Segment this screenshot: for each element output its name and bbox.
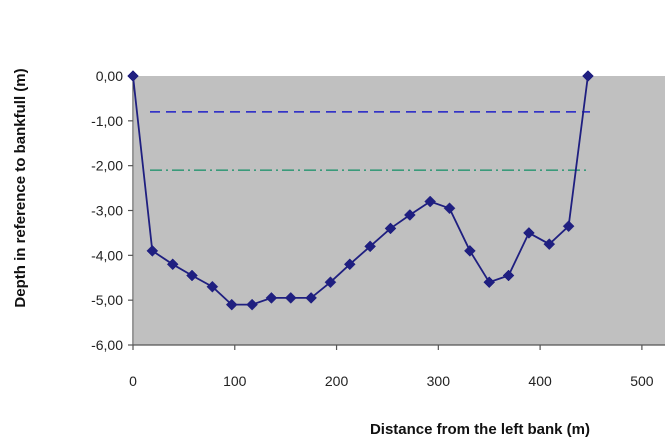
data-point xyxy=(225,298,238,311)
data-point xyxy=(543,238,556,250)
data-point xyxy=(384,222,397,235)
data-point xyxy=(127,70,139,82)
x-tick-label: 300 xyxy=(427,373,451,389)
data-point xyxy=(246,298,258,311)
data-point xyxy=(523,227,535,239)
data-point xyxy=(364,240,376,253)
x-tick-label: 400 xyxy=(528,373,552,389)
plot-area xyxy=(134,76,665,345)
data-point xyxy=(562,220,575,233)
data-point xyxy=(146,244,159,257)
data-point xyxy=(502,269,515,282)
reference-lines xyxy=(150,111,590,171)
data-point xyxy=(443,202,456,215)
y-axis-title: Depth in reference to bankfull (m) xyxy=(12,68,29,307)
y-tick-label: -2,00 xyxy=(91,158,123,174)
x-tick-label: 0 xyxy=(129,373,137,389)
x-tick-label: 500 xyxy=(630,373,654,389)
data-point xyxy=(324,276,337,289)
x-axis: 0 100 200 300 400 500 xyxy=(129,344,665,389)
series-profile xyxy=(127,70,594,311)
y-tick-label: -3,00 xyxy=(91,203,123,219)
x-tick-label: 100 xyxy=(223,373,247,389)
data-point xyxy=(284,292,297,304)
y-tick-label: -1,00 xyxy=(91,113,123,129)
data-point xyxy=(166,258,179,271)
y-tick-label: -6,00 xyxy=(91,337,123,353)
y-axis: 0,00 -1,00 -2,00 -3,00 -4,00 -5,00 -6,00 xyxy=(91,68,134,353)
data-point xyxy=(265,292,278,304)
y-tick-label: -4,00 xyxy=(91,247,123,263)
x-axis-title: Distance from the left bank (m) xyxy=(370,421,590,438)
data-point xyxy=(206,280,219,293)
data-point xyxy=(464,244,476,257)
data-point xyxy=(483,276,496,289)
y-tick-label: 0,00 xyxy=(96,68,123,84)
data-point xyxy=(305,292,317,304)
data-point xyxy=(582,70,594,82)
data-point xyxy=(424,195,437,208)
y-tick-label: -5,00 xyxy=(91,292,123,308)
data-point xyxy=(186,269,198,282)
data-point xyxy=(343,258,356,271)
data-point xyxy=(403,209,416,221)
x-tick-label: 200 xyxy=(325,373,349,389)
